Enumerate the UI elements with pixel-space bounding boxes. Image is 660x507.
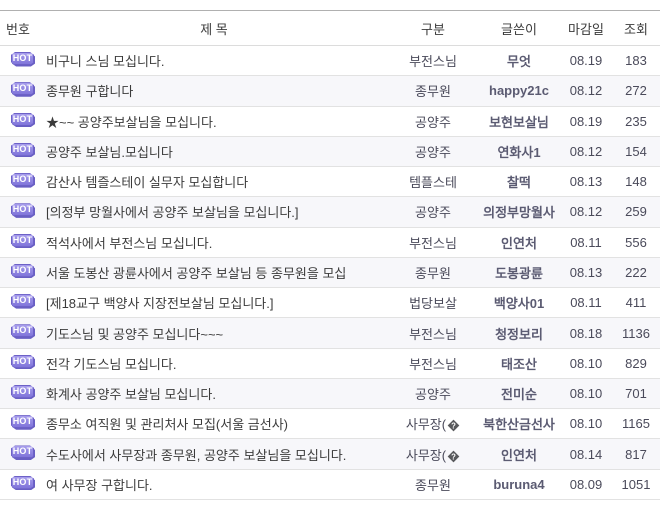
svg-text:?: ? [451, 422, 456, 431]
svg-text:?: ? [451, 452, 456, 461]
